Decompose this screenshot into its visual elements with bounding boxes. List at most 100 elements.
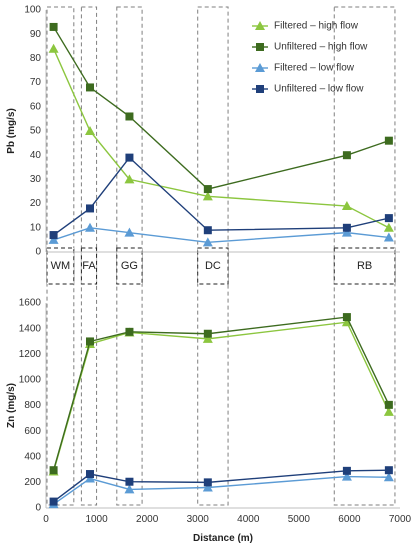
axes: 0 10 20 30 40 50 60 70 80 90 100 Pb (mg/s) 0 200 400 60… xyxy=(6,5,412,544)
zn-data-point xyxy=(341,471,352,481)
zn-series-line xyxy=(53,475,389,505)
legend: Filtered – high flow Unfiltered – high fl… xyxy=(252,21,368,95)
zone-label: DC xyxy=(205,260,221,272)
legend-label: Filtered – low flow xyxy=(274,63,355,74)
zn-series-1 xyxy=(49,313,393,475)
y-axis-label-zn: Zn (mg/s) xyxy=(6,383,17,428)
y-tick-label-pb: 80 xyxy=(30,53,42,64)
legend-marker xyxy=(255,63,265,72)
data-series xyxy=(48,22,394,509)
zone-label: GG xyxy=(121,260,138,272)
zn-data-point xyxy=(125,327,134,336)
zn-series-line xyxy=(53,469,389,503)
pb-data-point xyxy=(49,231,58,240)
x-tick-label: 6000 xyxy=(338,514,361,525)
pb-data-point xyxy=(48,43,59,53)
zone-label: WM xyxy=(51,260,71,272)
pb-data-point xyxy=(125,153,134,162)
legend-label: Unfiltered – low flow xyxy=(274,84,364,95)
zn-data-point xyxy=(384,400,393,409)
zn-data-point xyxy=(383,472,394,482)
zn-data-point xyxy=(203,329,212,338)
x-tick-label: 1000 xyxy=(85,514,108,525)
y-tick-label-zn: 200 xyxy=(24,477,41,488)
y-tick-label-zn: 1400 xyxy=(19,323,42,334)
pb-data-point xyxy=(48,234,59,244)
zn-data-point xyxy=(124,484,135,494)
pb-data-point xyxy=(85,83,94,92)
zn-data-point xyxy=(85,470,94,479)
pb-series-1 xyxy=(49,22,393,194)
zn-data-point xyxy=(125,477,134,486)
zone-label-box-dc xyxy=(197,247,229,285)
x-tick-label: 3000 xyxy=(187,514,210,525)
y-tick-label-pb: 70 xyxy=(30,77,42,88)
zone-labels: WM FA GG DC RB xyxy=(46,247,396,285)
zn-data-point xyxy=(49,497,58,506)
pb-series-2 xyxy=(48,222,394,247)
legend-marker xyxy=(255,21,265,30)
y-tick-label-pb: 100 xyxy=(24,5,41,16)
pb-series-0 xyxy=(48,43,394,232)
pb-data-point xyxy=(124,227,135,237)
zn-data-point xyxy=(342,313,351,322)
pb-data-point xyxy=(341,227,352,237)
pb-data-point xyxy=(384,136,393,145)
legend-item: Filtered – high flow xyxy=(252,21,359,32)
pb-data-point xyxy=(85,204,94,213)
zn-series-line xyxy=(52,321,390,472)
zn-data-point xyxy=(203,478,212,487)
pb-data-point xyxy=(202,191,213,201)
pb-data-point xyxy=(125,112,134,121)
zn-data-point xyxy=(342,466,351,475)
pb-series-3 xyxy=(49,153,393,240)
x-tick-label: 0 xyxy=(43,514,49,525)
y-tick-label-zn: 0 xyxy=(35,503,41,514)
legend-item: Unfiltered – high flow xyxy=(252,42,368,53)
pb-series-line xyxy=(53,227,389,244)
y-tick-label-pb: 50 xyxy=(30,126,42,137)
y-tick-label-zn: 1200 xyxy=(19,349,42,360)
zn-series-line xyxy=(52,316,390,471)
zone-label-box-wm xyxy=(46,247,75,285)
pb-data-point xyxy=(124,174,135,184)
y-tick-label-pb: 10 xyxy=(30,222,42,233)
legend-label: Filtered – high flow xyxy=(274,21,359,32)
zn-data-point xyxy=(383,406,394,416)
pb-data-point xyxy=(384,214,393,223)
x-tick-label: 2000 xyxy=(136,514,159,525)
legend-item: Unfiltered – low flow xyxy=(252,84,364,95)
pb-series-line xyxy=(53,156,390,236)
x-tick-label: 5000 xyxy=(288,514,311,525)
y-tick-label-pb: 30 xyxy=(30,174,42,185)
pb-series-line xyxy=(52,26,390,190)
zone-label-box-gg xyxy=(116,247,143,285)
legend-label: Unfiltered – high flow xyxy=(274,42,368,53)
y-tick-label-zn: 1000 xyxy=(19,375,42,386)
zn-data-point xyxy=(202,482,213,492)
pb-data-point xyxy=(202,237,213,247)
y-tick-label-zn: 600 xyxy=(24,426,41,437)
pb-data-point xyxy=(342,151,351,160)
pb-data-point xyxy=(84,126,95,135)
pb-data-point xyxy=(203,185,212,194)
x-tick-label: 7000 xyxy=(389,514,412,525)
zn-data-point xyxy=(49,466,58,475)
zone-label-box-fa xyxy=(80,247,98,285)
y-tick-label-pb: 0 xyxy=(35,247,41,258)
y-tick-label-pb: 60 xyxy=(30,101,42,112)
zn-series-2 xyxy=(48,471,394,509)
pb-data-point xyxy=(341,201,352,211)
y-tick-label-zn: 1600 xyxy=(19,298,42,309)
y-tick-label-pb: 20 xyxy=(30,198,42,209)
zn-series-0 xyxy=(48,317,394,476)
y-tick-label-pb: 40 xyxy=(30,150,42,161)
x-axis-label: Distance (m) xyxy=(193,533,253,544)
legend-marker xyxy=(256,85,264,93)
y-tick-label-zn: 400 xyxy=(24,451,41,462)
legend-item: Filtered – low flow xyxy=(252,63,355,74)
pb-series-line xyxy=(52,48,390,229)
zn-series-3 xyxy=(49,466,393,506)
pb-data-point xyxy=(203,226,212,235)
